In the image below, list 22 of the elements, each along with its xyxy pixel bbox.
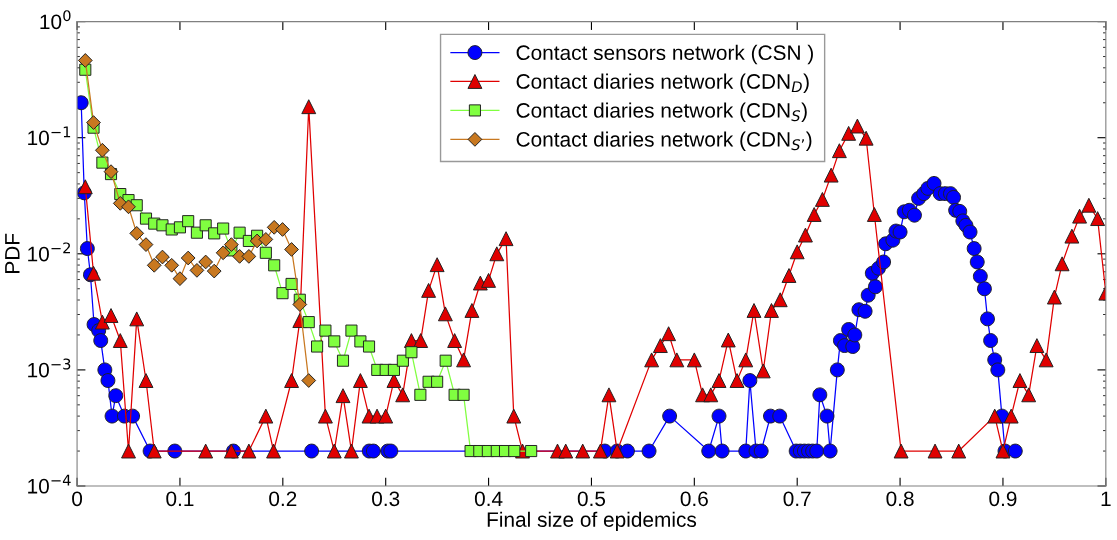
y-tick-label: 10$^{−2}$ (28, 242, 70, 262)
x-tick-label: 0.2 (269, 491, 297, 507)
x-axis-title: Final size of epidemics (487, 511, 697, 532)
x-tick-label: 0.9 (989, 491, 1017, 507)
x-tick-label: 0.5 (577, 491, 606, 507)
y-tick-label: 10$^{0}$ (40, 10, 71, 30)
legend-label: Contact sensors network (CSN ) (516, 44, 813, 65)
legend-label: Contact diaries network (CDN$_{S’}$) (516, 131, 812, 151)
legend-label: Contact diaries network (CDN$_{D}$) (516, 73, 809, 93)
x-tick-label: 0.7 (783, 491, 811, 507)
y-tick-label: 10$^{−1}$ (28, 126, 71, 146)
x-tick-label: 0.1 (166, 491, 194, 507)
x-tick-label: 0.3 (372, 491, 400, 507)
x-tick-label: 0.4 (474, 491, 503, 507)
y-axis-title: PDF (5, 233, 20, 273)
y-tick-label: 10$^{−4}$ (28, 474, 71, 494)
x-tick-label: 0.6 (680, 491, 708, 507)
x-tick-label: 0 (72, 491, 83, 507)
legend-label: Contact diaries network (CDN$_{S}$) (516, 102, 807, 122)
x-tick-label: 0.8 (886, 491, 914, 507)
x-tick-label: 1 (1101, 491, 1111, 506)
y-tick-label: 10$^{−3}$ (28, 358, 71, 378)
